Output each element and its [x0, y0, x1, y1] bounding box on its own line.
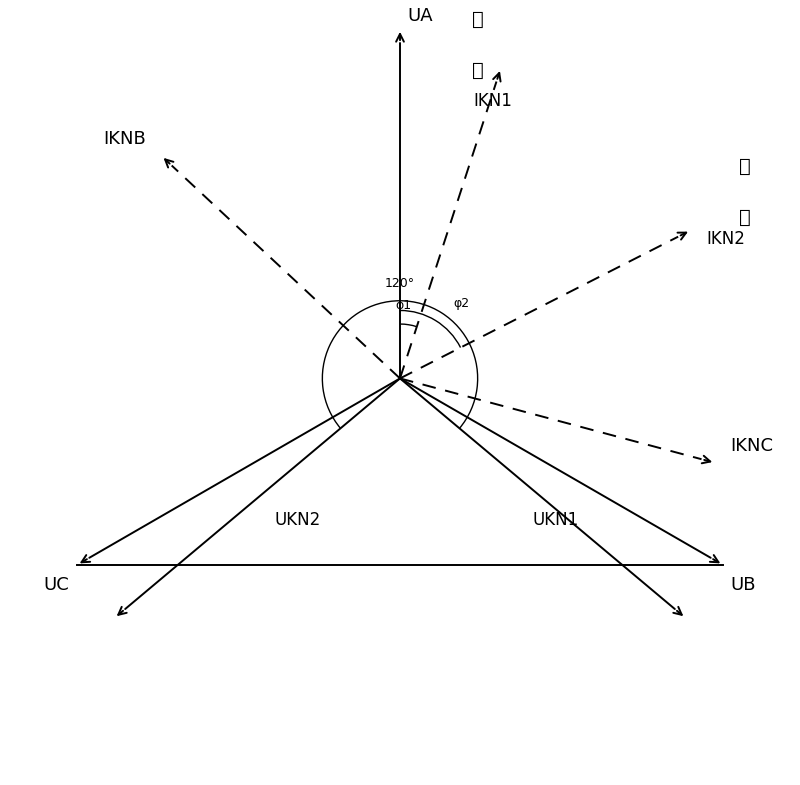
Text: 120°: 120°: [385, 277, 415, 290]
Text: 超: 超: [472, 10, 483, 29]
Text: 滞: 滞: [739, 157, 751, 176]
Text: 前: 前: [472, 61, 483, 80]
Text: UKN2: UKN2: [275, 511, 321, 529]
Text: IKN1: IKN1: [474, 92, 513, 110]
Text: UKN1: UKN1: [533, 511, 579, 529]
Text: UC: UC: [44, 576, 70, 594]
Text: UA: UA: [408, 7, 434, 25]
Text: IKN2: IKN2: [706, 230, 745, 248]
Text: UB: UB: [730, 576, 756, 594]
Text: φ1: φ1: [395, 299, 411, 312]
Text: φ2: φ2: [454, 298, 470, 310]
Text: IKNC: IKNC: [730, 437, 774, 455]
Text: 后: 后: [739, 207, 751, 226]
Text: IKNB: IKNB: [103, 130, 146, 148]
